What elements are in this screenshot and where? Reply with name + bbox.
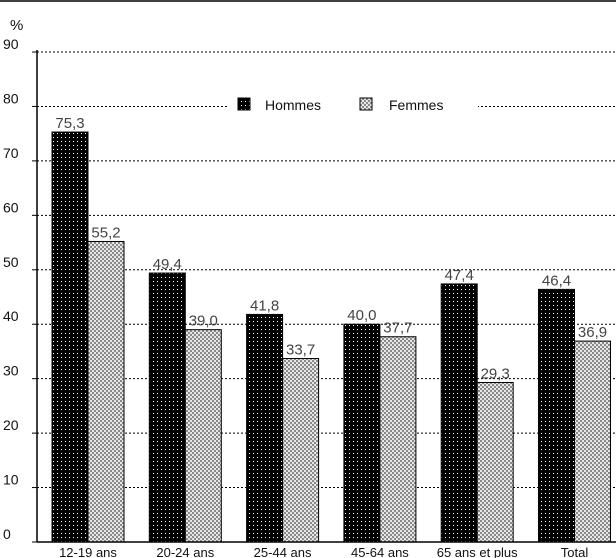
- data-label: 37,7: [383, 320, 412, 337]
- legend-label-femmes: Femmes: [389, 97, 443, 113]
- data-label: 33,7: [286, 342, 315, 359]
- bar-femmes: [574, 340, 611, 543]
- y-tick-label: 30: [3, 363, 19, 379]
- data-label: 39,0: [189, 313, 218, 330]
- bar-hommes: [440, 283, 478, 543]
- y-tick-label: 90: [3, 36, 19, 52]
- data-label: 41,8: [250, 297, 279, 314]
- bar-hommes: [343, 323, 381, 543]
- bar-femmes: [476, 381, 514, 543]
- y-tick-label: 60: [3, 199, 19, 215]
- data-label: 47,4: [445, 267, 474, 284]
- y-tick-label: 10: [3, 472, 19, 488]
- y-axis-unit: %: [10, 17, 23, 34]
- data-label: 75,3: [55, 115, 84, 132]
- data-label: 46,4: [542, 272, 571, 289]
- y-tick-label: 80: [3, 90, 19, 106]
- data-labels: 75,3 55,2 49,4 39,0 41,8 33,7 40,0 37,7 47,4 29,3…: [55, 115, 607, 382]
- x-axis-categories: 12-19 ans 20-24 ans 25-44 ans 45-64 ans 65 a…: [59, 545, 588, 558]
- y-tick-label: 0: [3, 526, 11, 542]
- y-tick-label: 40: [3, 308, 19, 324]
- data-label: 49,4: [153, 256, 182, 273]
- data-label: 40,0: [347, 307, 376, 324]
- y-tick-label: 50: [3, 254, 19, 270]
- data-label: 36,9: [578, 324, 607, 341]
- data-label: 55,2: [91, 224, 120, 241]
- legend-background: [228, 92, 478, 120]
- legend-swatch-femmes: [359, 97, 373, 111]
- x-category-label: 65 ans et plus: [437, 545, 518, 558]
- bar-femmes: [87, 240, 125, 543]
- bars: [51, 131, 611, 543]
- y-axis-ticks: 0 10 20 30 40 50 60 70 80 90: [3, 36, 37, 543]
- data-label: 29,3: [481, 365, 510, 382]
- x-category-label: 25-44 ans: [254, 545, 312, 558]
- bar-hommes: [51, 131, 89, 543]
- y-tick-label: 20: [3, 417, 19, 433]
- bar-hommes: [538, 288, 575, 543]
- x-category-label: 45-64 ans: [351, 545, 409, 558]
- x-category-label: 12-19 ans: [59, 545, 117, 558]
- bar-femmes: [282, 358, 320, 543]
- legend-label-hommes: Hommes: [265, 97, 321, 113]
- x-category-label: Total: [561, 545, 589, 558]
- x-category-label: 20-24 ans: [156, 545, 214, 558]
- bar-hommes: [246, 313, 284, 543]
- bar-hommes: [148, 272, 186, 543]
- bar-femmes: [379, 336, 417, 543]
- bar-femmes: [184, 329, 222, 543]
- legend-swatch-hommes: [237, 97, 251, 111]
- legend: Hommes Femmes: [228, 92, 478, 120]
- y-tick-label: 70: [3, 145, 19, 161]
